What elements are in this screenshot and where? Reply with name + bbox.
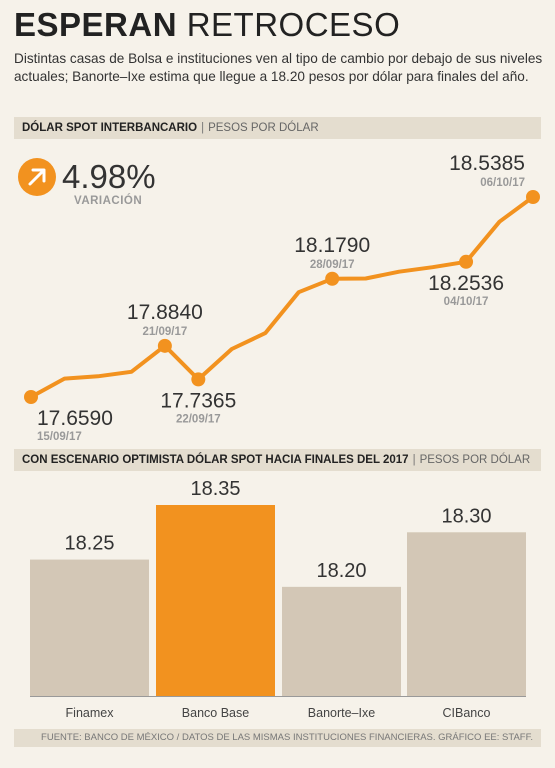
bar: [156, 505, 275, 696]
bar-value-label: 18.35: [190, 478, 240, 500]
line-point: [325, 271, 340, 286]
title-bold: ESPERAN: [14, 6, 178, 43]
title-light: RETROCESO: [186, 6, 401, 43]
bar-value-label: 18.20: [316, 560, 366, 582]
bar-chart-unit: PESOS POR DÓLAR: [419, 454, 531, 466]
line-chart-header: DÓLAR SPOT INTERBANCARIO | PESOS POR DÓLAR: [14, 117, 541, 139]
line-date-label: 22/09/17: [176, 413, 221, 425]
bar-category-label: CIBanco: [443, 706, 491, 720]
line-point: [157, 338, 172, 353]
line-chart-unit: PESOS POR DÓLAR: [208, 122, 319, 134]
line-value-label: 17.8840: [127, 301, 203, 324]
line-value-label: 18.1790: [294, 234, 370, 257]
line-point: [459, 254, 474, 269]
line-chart-title: DÓLAR SPOT INTERBANCARIO: [22, 122, 198, 134]
line-date-label: 21/09/17: [142, 326, 187, 338]
line-series: [29, 195, 535, 399]
line-date-label: 28/09/17: [310, 259, 355, 271]
bar: [30, 559, 149, 696]
bar-category-label: Finamex: [66, 706, 115, 720]
line-point: [24, 390, 38, 404]
line-date-label: 15/09/17: [37, 431, 82, 443]
bar: [282, 586, 401, 696]
bar-value-label: 18.30: [441, 505, 491, 527]
line-date-label: 06/10/17: [480, 177, 525, 189]
line-value-label: 18.5385: [449, 152, 525, 175]
bar: [407, 532, 526, 696]
header-separator: |: [201, 122, 205, 134]
bar-chart-title: CON ESCENARIO OPTIMISTA DÓLAR SPOT HACIA…: [22, 454, 409, 466]
page-subtitle: Distintas casas de Bolsa e instituciones…: [14, 51, 543, 84]
line-value-label: 17.7365: [160, 389, 236, 412]
line-value-label: 17.6590: [37, 407, 113, 430]
line-point: [526, 190, 540, 204]
line-value-label: 18.2536: [428, 272, 504, 295]
variation-label: VARIACIÓN: [74, 195, 143, 207]
line-point: [191, 372, 206, 387]
bar-category-label: Banco Base: [182, 706, 249, 720]
bar-chart-header: CON ESCENARIO OPTIMISTA DÓLAR SPOT HACIA…: [14, 449, 541, 471]
bar-category-label: Banorte–Ixe: [308, 706, 375, 720]
bar-value-label: 18.25: [64, 533, 114, 555]
line-date-label: 04/10/17: [444, 296, 489, 308]
page-title: ESPERAN RETROCESO: [14, 6, 400, 44]
arrow-up-right-icon: [18, 158, 56, 196]
header-separator: |: [412, 454, 416, 466]
variation-value: 4.98%: [62, 158, 156, 195]
source-note: FUENTE: BANCO DE MÉXICO / DATOS DE LAS M…: [14, 729, 541, 747]
